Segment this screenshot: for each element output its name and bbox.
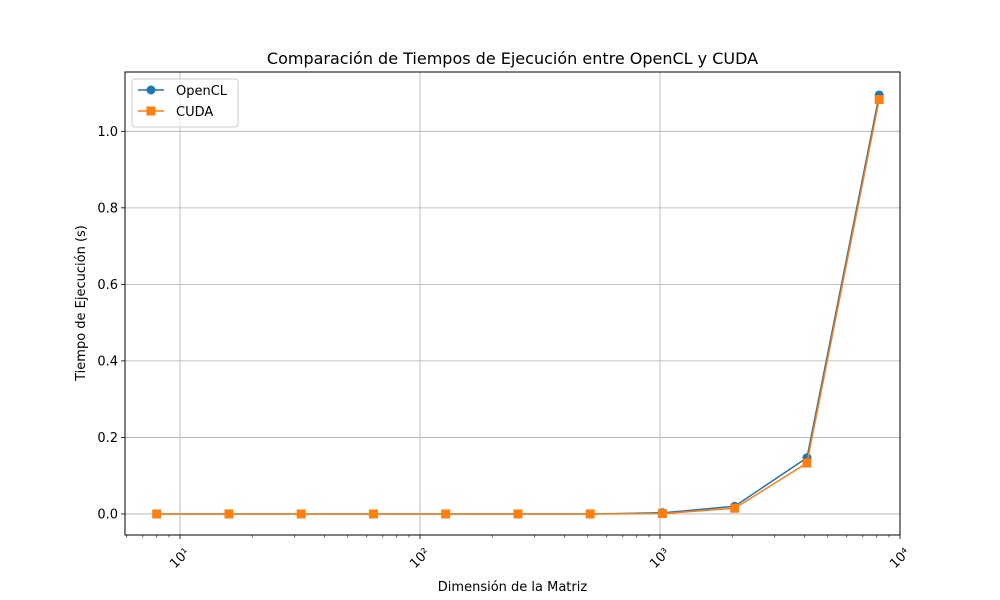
data-point-cuda — [441, 509, 451, 519]
data-point-cuda — [730, 503, 740, 513]
y-tick-label: 0.4 — [97, 354, 118, 369]
data-point-cuda — [513, 509, 523, 519]
y-tick-label: 0.6 — [97, 278, 118, 293]
series-cuda — [152, 95, 884, 519]
series-group — [152, 90, 884, 519]
data-point-cuda — [224, 509, 234, 519]
y-tick-label: 0.0 — [97, 507, 118, 522]
data-point-cuda — [657, 509, 667, 519]
data-point-cuda — [585, 509, 595, 519]
y-tick-label: 1.0 — [97, 125, 118, 140]
legend: OpenCL CUDA — [131, 78, 239, 128]
x-axis-label: Dimensión de la Matriz — [438, 580, 588, 595]
data-point-cuda — [874, 95, 884, 105]
grid-lines — [125, 72, 901, 535]
data-point-cuda — [296, 509, 306, 519]
data-point-cuda — [802, 458, 812, 468]
y-axis-ticks: 0.0 0.2 0.4 0.6 0.8 1.0 — [97, 125, 125, 522]
plot-area-frame — [124, 71, 901, 536]
y-axis-label: Tiempo de Ejecución (s) — [74, 225, 89, 382]
chart-title: Comparación de Tiempos de Ejecución entr… — [267, 49, 758, 68]
data-point-cuda — [152, 509, 162, 519]
legend-label-opencl: OpenCL — [176, 84, 228, 99]
x-minor-ticks — [126, 535, 890, 538]
data-point-cuda — [368, 509, 378, 519]
legend-marker-opencl — [146, 85, 156, 95]
legend-frame — [131, 78, 239, 128]
y-tick-label: 0.2 — [97, 431, 118, 446]
legend-label-cuda: CUDA — [176, 105, 213, 120]
y-tick-label: 0.8 — [97, 201, 118, 216]
legend-marker-cuda — [146, 106, 156, 116]
